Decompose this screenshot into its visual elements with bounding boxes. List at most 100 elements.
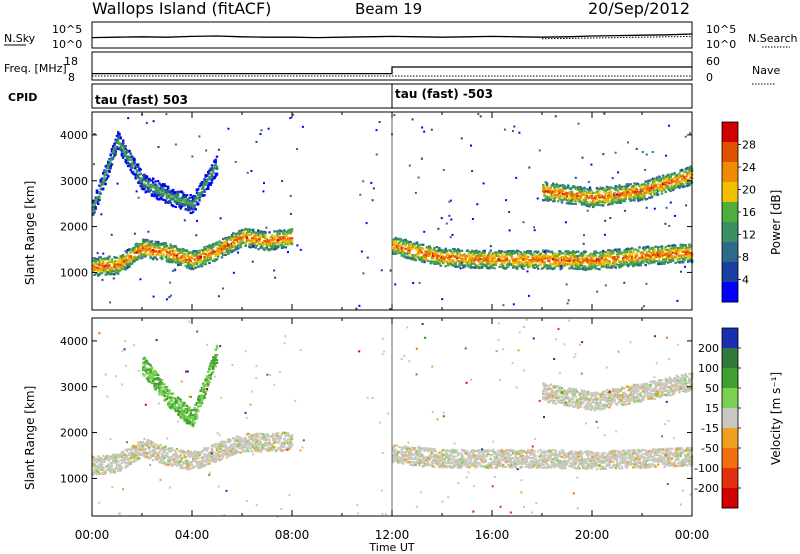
echo-pixel bbox=[600, 199, 604, 202]
echo-pixel bbox=[673, 243, 676, 247]
echo-pixel bbox=[192, 250, 195, 253]
echo-pixel bbox=[622, 263, 625, 266]
colorbar-tick-label: 4 bbox=[742, 274, 749, 287]
echo-pixel bbox=[624, 253, 627, 256]
echo-pixel bbox=[194, 200, 197, 203]
echo-pixel bbox=[678, 181, 681, 184]
echo-pixel bbox=[132, 172, 135, 175]
echo-pixel bbox=[668, 255, 671, 258]
echo-pixel bbox=[639, 197, 642, 200]
echo-pixel bbox=[134, 248, 137, 251]
echo-pixel bbox=[495, 251, 499, 254]
echo-pixel bbox=[124, 456, 127, 459]
echo-pixel bbox=[404, 247, 407, 250]
echo-pixel bbox=[134, 173, 137, 176]
echo-pixel bbox=[547, 267, 550, 270]
echo-pixel bbox=[523, 250, 526, 254]
echo-pixel bbox=[100, 257, 104, 260]
echo-pixel bbox=[152, 177, 155, 180]
echo-pixel bbox=[487, 261, 490, 264]
echo-pixel bbox=[270, 245, 274, 248]
echo-pixel bbox=[518, 261, 521, 264]
echo-pixel bbox=[469, 265, 472, 268]
echo-pixel bbox=[142, 246, 145, 249]
echo-pixel bbox=[134, 445, 137, 448]
echo-pixel bbox=[115, 134, 119, 137]
echo-pixel bbox=[660, 188, 664, 191]
echo-pixel bbox=[667, 261, 670, 264]
echo-pixel bbox=[617, 199, 620, 202]
echo-pixel bbox=[94, 459, 97, 463]
echo-pixel bbox=[214, 160, 217, 163]
echo-pixel bbox=[432, 256, 435, 259]
echo-pixel bbox=[657, 178, 660, 181]
echo-pixel bbox=[520, 253, 524, 256]
echo-pixel bbox=[610, 253, 614, 256]
echo-pixel bbox=[167, 187, 170, 190]
echo-pixel bbox=[223, 251, 226, 254]
echo-pixel bbox=[633, 188, 636, 191]
echo-pixel bbox=[568, 261, 571, 264]
echo-pixel bbox=[579, 188, 582, 191]
echo-pixel bbox=[564, 192, 567, 196]
echo-pixel bbox=[165, 188, 169, 191]
echo-pixel bbox=[634, 190, 637, 194]
echo-pixel bbox=[360, 250, 363, 253]
echo-pixel bbox=[668, 224, 671, 227]
echo-pixel bbox=[603, 233, 606, 236]
echo-pixel bbox=[534, 264, 537, 267]
echo-pixel bbox=[574, 198, 577, 201]
echo-pixel bbox=[605, 200, 609, 203]
echo-pixel bbox=[600, 254, 604, 257]
echo-pixel bbox=[228, 251, 231, 254]
echo-pixel bbox=[502, 264, 505, 267]
echo-pixel bbox=[564, 250, 567, 253]
echo-pixel bbox=[114, 453, 117, 456]
echo-pixel bbox=[210, 244, 214, 247]
echo-pixel bbox=[529, 260, 532, 263]
echo-pixel bbox=[94, 196, 97, 199]
echo-pixel bbox=[442, 251, 445, 254]
echo-pixel bbox=[228, 245, 231, 248]
echo-pixel bbox=[177, 190, 180, 193]
colorbar-tick-label: 24 bbox=[742, 161, 756, 174]
echo-pixel bbox=[507, 250, 510, 253]
echo-pixel bbox=[105, 177, 109, 180]
echo-pixel bbox=[554, 257, 557, 260]
echo-pixel bbox=[273, 238, 276, 241]
echo-pixel bbox=[147, 253, 150, 256]
echo-pixel bbox=[400, 246, 404, 249]
power-y-axis-label: Slant Range [km] bbox=[23, 181, 37, 285]
echo-pixel bbox=[505, 257, 509, 260]
echo-pixel bbox=[687, 258, 690, 261]
echo-pixel bbox=[120, 256, 124, 259]
echo-pixel bbox=[197, 203, 200, 206]
echo-pixel bbox=[603, 265, 606, 268]
echo-pixel bbox=[129, 462, 132, 465]
echo-pixel bbox=[172, 258, 175, 261]
cpid-segment-2: tau (fast) -503 bbox=[395, 87, 493, 101]
echo-pixel bbox=[592, 202, 595, 205]
echo-pixel bbox=[643, 196, 646, 200]
echo-pixel bbox=[195, 197, 199, 200]
echo-pixel bbox=[568, 259, 571, 262]
echo-pixel bbox=[292, 113, 295, 116]
echo-pixel bbox=[208, 252, 211, 255]
echo-pixel bbox=[670, 251, 674, 254]
echo-pixel bbox=[597, 194, 600, 197]
echo-pixel bbox=[102, 188, 105, 191]
echo-pixel bbox=[144, 247, 147, 250]
echo-pixel bbox=[174, 201, 177, 204]
echo-pixel bbox=[513, 265, 516, 268]
echo-pixel bbox=[544, 187, 547, 190]
echo-pixel bbox=[234, 160, 237, 163]
echo-pixel bbox=[107, 261, 110, 265]
echo-pixel bbox=[467, 261, 470, 264]
echo-pixel bbox=[517, 249, 520, 253]
colorbar-swatch bbox=[722, 282, 738, 303]
echo-pixel bbox=[660, 185, 664, 188]
echo-pixel bbox=[174, 205, 177, 208]
echo-pixel bbox=[487, 262, 490, 265]
echo-pixel bbox=[397, 244, 400, 247]
echo-pixel bbox=[552, 262, 555, 265]
